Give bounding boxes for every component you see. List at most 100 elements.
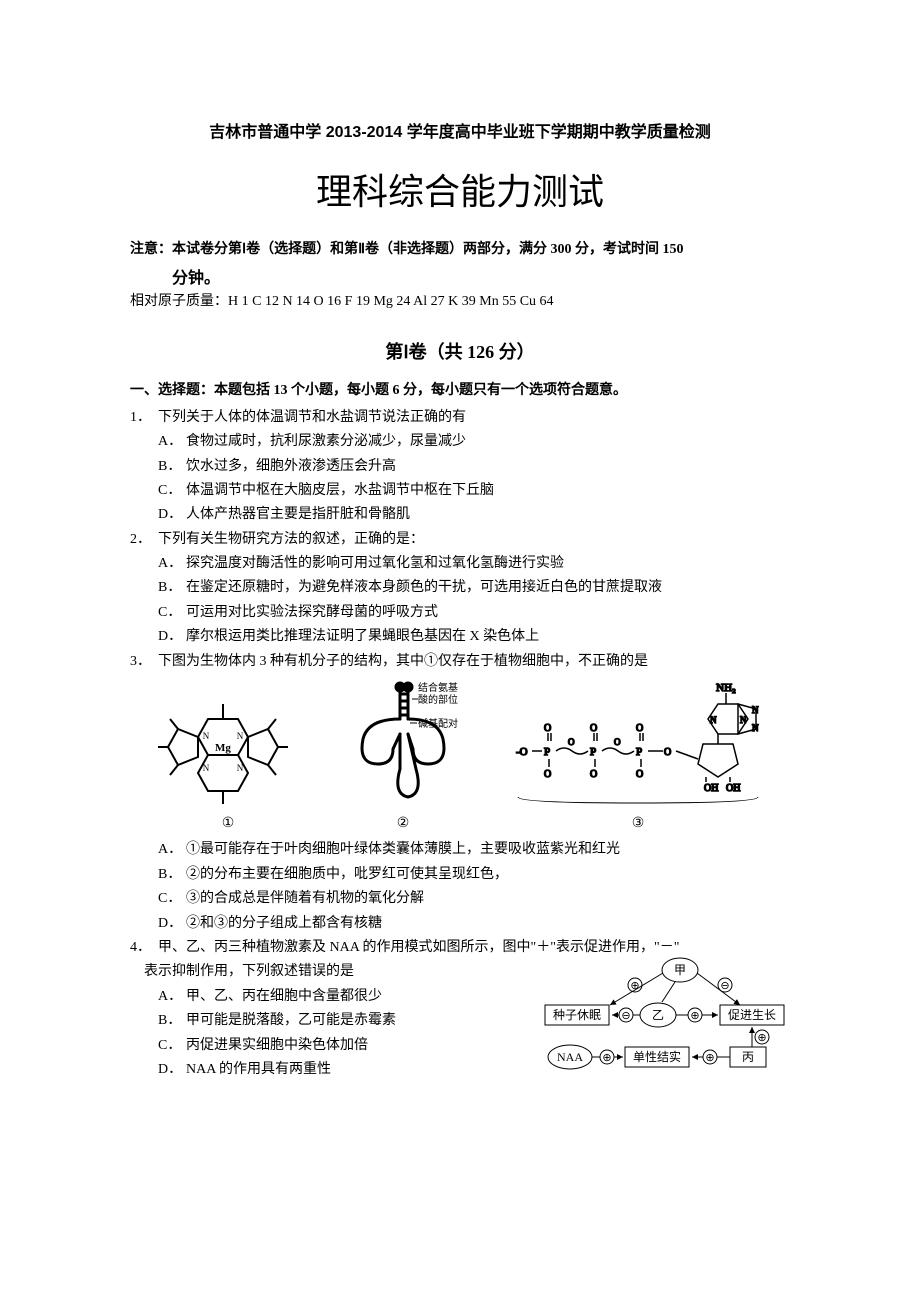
question-2: 2． 下列有关生物研究方法的叙述，正确的是： — [130, 529, 790, 551]
svg-text:种子休眠: 种子休眠 — [553, 1008, 601, 1022]
svg-text:⊖: ⊖ — [621, 1010, 630, 1022]
notice-line: 注意：本试卷分第Ⅰ卷（选择题）和第Ⅱ卷（非选择题）两部分，满分 300 分，考试… — [130, 239, 790, 261]
opt-text: 甲、乙、丙在细胞中含量都很少 — [186, 986, 490, 1008]
svg-text:O: O — [636, 769, 643, 780]
svg-text:N: N — [203, 731, 210, 741]
svg-text:⊕: ⊕ — [757, 1032, 766, 1044]
question-1: 1． 下列关于人体的体温调节和水盐调节说法正确的有 — [130, 407, 790, 429]
opt-label: D． — [158, 626, 186, 648]
opt-label: D． — [158, 913, 186, 935]
q3-optB: B．②的分布主要在细胞质中，吡罗红可使其呈现红色， — [130, 864, 790, 886]
exam-header: 吉林市普通中学 2013-2014 学年度高中毕业班下学期期中教学质量检测 — [130, 120, 790, 146]
q3-optA: A．①最可能存在于叶肉细胞叶绿体类囊体薄膜上，主要吸收蓝紫光和红光 — [130, 839, 790, 861]
opt-text: 摩尔根运用类比推理法证明了果蝇眼色基因在 X 染色体上 — [186, 626, 790, 648]
opt-text: 在鉴定还原糖时，为避免样液本身颜色的干扰，可选用接近白色的甘蔗提取液 — [186, 577, 790, 599]
notice-label: 注意： — [130, 242, 172, 257]
opt-label: C． — [158, 480, 186, 502]
svg-text:乙: 乙 — [652, 1008, 664, 1022]
opt-text: ②的分布主要在细胞质中，吡罗红可使其呈现红色， — [186, 864, 790, 886]
annotation-basepair: 碱基配对 — [418, 717, 458, 730]
svg-text:O: O — [590, 723, 597, 734]
opt-label: B． — [158, 1010, 186, 1032]
q1-optD: D．人体产热器官主要是指肝脏和骨骼肌 — [130, 504, 790, 526]
section1-instruction: 一、选择题：本题包括 13 个小题，每小题 6 分，每小题只有一个选项符合题意。 — [130, 380, 790, 402]
q1-optC: C．体温调节中枢在大脑皮层，水盐调节中枢在下丘脑 — [130, 480, 790, 502]
opt-label: A． — [158, 553, 186, 575]
opt-label: B． — [158, 456, 186, 478]
molecule-1: Mg N N N N ① — [158, 689, 298, 835]
q4-optB: B．甲可能是脱落酸，乙可能是赤霉素 — [130, 1010, 490, 1032]
q2-optD: D．摩尔根运用类比推理法证明了果蝇眼色基因在 X 染色体上 — [130, 626, 790, 648]
opt-text: ③的合成总是伴随着有机物的氧化分解 — [186, 888, 790, 910]
notice-text: 本试卷分第Ⅰ卷（选择题）和第Ⅱ卷（非选择题）两部分，满分 300 分，考试时间 … — [172, 242, 684, 257]
svg-text:⊕: ⊕ — [602, 1052, 611, 1064]
svg-text:NH₂: NH₂ — [716, 682, 736, 694]
atomic-mass-line: 相对原子质量：H 1 C 12 N 14 O 16 F 19 Mg 24 Al … — [130, 291, 790, 313]
svg-text:Mg: Mg — [215, 742, 231, 754]
svg-text:促进生长: 促进生长 — [728, 1008, 776, 1022]
notice-line2: 分钟。 — [130, 266, 790, 292]
q4-optC: C．丙促进果实细胞中染色体加倍 — [130, 1035, 490, 1057]
q-num: 1． — [130, 407, 158, 429]
porphyrin-icon: Mg N N N N — [158, 689, 298, 809]
svg-text:N: N — [710, 715, 717, 725]
annotation-binding2: 酸的部位 — [418, 693, 458, 706]
q2-optA: A．探究温度对酶活性的影响可用过氧化氢和过氧化氢酶进行实验 — [130, 553, 790, 575]
q3-optD: D．②和③的分子组成上都含有核糖 — [130, 913, 790, 935]
q3-optC: C．③的合成总是伴随着有机物的氧化分解 — [130, 888, 790, 910]
svg-text:O: O — [664, 747, 671, 758]
q4-diagram: 甲 乙 丙 种子休眠 促进生长 NAA 单性结实 — [530, 955, 790, 1084]
q4-optA: A．甲、乙、丙在细胞中含量都很少 — [130, 986, 490, 1008]
opt-text: 可运用对比实验法探究酵母菌的呼吸方式 — [186, 602, 790, 624]
svg-text:O: O — [544, 769, 551, 780]
trna-icon: 结合氨基 酸的部位 碱基配对 — [318, 679, 488, 809]
q2-optB: B．在鉴定还原糖时，为避免样液本身颜色的干扰，可选用接近白色的甘蔗提取液 — [130, 577, 790, 599]
opt-label: A． — [158, 986, 186, 1008]
svg-text:O: O — [590, 769, 597, 780]
atomic-label: 相对原子质量： — [130, 294, 228, 309]
opt-label: D． — [158, 504, 186, 526]
atp-icon: NH₂ N N N N OH OH -O P O — [508, 679, 768, 809]
opt-text: 探究温度对酶活性的影响可用过氧化氢和过氧化氢酶进行实验 — [186, 553, 790, 575]
opt-label: B． — [158, 864, 186, 886]
fig-label-3: ③ — [508, 813, 768, 835]
svg-text:N: N — [203, 763, 210, 773]
opt-label: A． — [158, 431, 186, 453]
q4-optD: D．NAA 的作用具有两重性 — [130, 1059, 490, 1081]
svg-text:丙: 丙 — [742, 1050, 754, 1064]
molecule-2: 结合氨基 酸的部位 碱基配对 ② — [318, 679, 488, 835]
section1-title: 第Ⅰ卷（共 126 分） — [130, 338, 790, 367]
svg-text:N: N — [752, 723, 759, 733]
opt-text: ①最可能存在于叶肉细胞叶绿体类囊体薄膜上，主要吸收蓝紫光和红光 — [186, 839, 790, 861]
svg-text:P: P — [544, 746, 550, 758]
q3-figures: Mg N N N N ① 结合氨基 酸的部位 — [130, 679, 790, 835]
fig-label-1: ① — [158, 813, 298, 835]
question-3: 3． 下图为生物体内 3 种有机分子的结构，其中①仅存在于植物细胞中，不正确的是 — [130, 651, 790, 673]
annotation-binding: 结合氨基 — [418, 681, 458, 694]
hormone-diagram-icon: 甲 乙 丙 种子休眠 促进生长 NAA 单性结实 — [530, 955, 790, 1075]
svg-text:O: O — [636, 723, 643, 734]
svg-text:N: N — [752, 705, 759, 715]
opt-label: C． — [158, 1035, 186, 1057]
svg-text:N: N — [740, 715, 747, 725]
q-text: 下图为生物体内 3 种有机分子的结构，其中①仅存在于植物细胞中，不正确的是 — [158, 651, 790, 673]
svg-text:O: O — [614, 737, 621, 747]
q1-optA: A．食物过咸时，抗利尿激素分泌减少，尿量减少 — [130, 431, 790, 453]
opt-label: B． — [158, 577, 186, 599]
opt-label: C． — [158, 888, 186, 910]
svg-text:N: N — [237, 763, 244, 773]
opt-text: 饮水过多，细胞外液渗透压会升高 — [186, 456, 790, 478]
svg-text:OH: OH — [726, 783, 740, 794]
opt-label: A． — [158, 839, 186, 861]
opt-text: 体温调节中枢在大脑皮层，水盐调节中枢在下丘脑 — [186, 480, 790, 502]
svg-text:O: O — [568, 737, 575, 747]
svg-text:P: P — [636, 746, 642, 758]
opt-text: 人体产热器官主要是指肝脏和骨骼肌 — [186, 504, 790, 526]
opt-text: NAA 的作用具有两重性 — [186, 1059, 490, 1081]
svg-text:⊕: ⊕ — [630, 980, 639, 992]
atomic-values: H 1 C 12 N 14 O 16 F 19 Mg 24 Al 27 K 39… — [228, 294, 554, 309]
svg-text:O: O — [544, 723, 551, 734]
molecule-3: NH₂ N N N N OH OH -O P O — [508, 679, 768, 835]
opt-text: 甲可能是脱落酸，乙可能是赤霉素 — [186, 1010, 490, 1032]
svg-text:NAA: NAA — [557, 1050, 583, 1064]
